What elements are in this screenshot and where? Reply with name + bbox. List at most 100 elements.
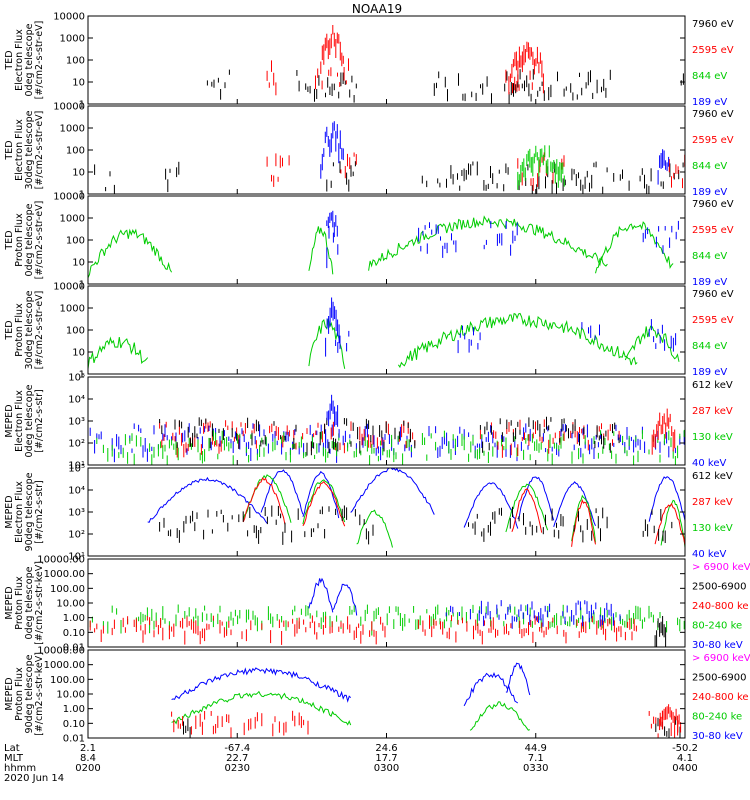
panel-plot-area <box>147 468 685 548</box>
data-trace <box>648 476 685 522</box>
legend-entry: 844 eV <box>692 341 727 352</box>
legend-entry: 612 keV <box>692 380 733 391</box>
legend-entry: 189 eV <box>692 277 727 288</box>
data-trace <box>302 480 346 527</box>
footer-value: 0200 <box>75 763 100 774</box>
y-axis-label: 0deg telescope <box>24 566 35 639</box>
y-axis-label: TED <box>4 320 15 340</box>
legend-entry: > 6900 keV <box>692 562 750 573</box>
y-tick-label: 10000 <box>53 282 85 293</box>
series-1 <box>88 215 674 279</box>
burst <box>654 616 667 647</box>
data-trace <box>505 662 531 696</box>
footer-value: 2.1 <box>80 743 96 754</box>
y-tick-label: 1000 <box>60 124 85 135</box>
legend-entry: 240-800 ke <box>692 692 749 703</box>
legend-entry: 287 keV <box>692 406 733 417</box>
y-tick-label: 1 <box>79 370 85 381</box>
y-tick-label: 10¹ <box>68 461 85 472</box>
y-tick-label: 10.00 <box>56 599 85 610</box>
burst <box>326 210 338 269</box>
y-tick-label: 0.10 <box>63 628 85 639</box>
data-trace <box>624 325 680 362</box>
data-trace <box>553 481 596 528</box>
y-axis-label: [#/cm2-s-str] <box>34 389 45 452</box>
data-trace <box>654 502 685 546</box>
legend-entry: 7960 eV <box>692 109 734 120</box>
y-tick-label: 100 <box>66 146 85 157</box>
data-trace <box>511 488 543 533</box>
y-tick-label: 10 <box>72 348 85 359</box>
footer-value: 17.7 <box>375 753 397 764</box>
legend-entry: 30-80 keV <box>692 731 743 742</box>
footer-value: -50.2 <box>672 743 698 754</box>
y-axis-label: MEPED <box>4 677 15 710</box>
y-tick-label: 10³ <box>68 508 85 519</box>
series-2 <box>266 152 685 191</box>
legend-entry: 189 eV <box>692 367 727 378</box>
y-tick-label: 10.00 <box>56 690 85 701</box>
y-tick-label: 1.00 <box>63 613 85 624</box>
legend-entry: 287 keV <box>692 497 733 508</box>
legend-entry: 40 keV <box>692 549 726 560</box>
series-4 <box>159 505 673 545</box>
footer-value: 44.9 <box>525 743 547 754</box>
y-axis-label: 0deg telescope <box>24 384 35 457</box>
y-axis-label: MEPED <box>4 586 15 619</box>
series-2 <box>89 604 685 636</box>
data-trace <box>350 468 435 515</box>
panel-6: 10¹ 10² 10³ 10⁴ 10⁵ MEPED Electron Flux 90deg t… <box>4 464 733 563</box>
series-3 <box>88 615 637 645</box>
panel-4: 1 10 100 1000 10000 TED Proton Flux 30deg teles… <box>4 282 734 381</box>
series-1 <box>88 312 680 370</box>
data-trace <box>308 577 334 613</box>
data-trace <box>88 228 173 279</box>
y-axis-label: 90deg telescope <box>24 654 35 733</box>
legend-entry: 130 keV <box>692 432 733 443</box>
series-2 <box>96 429 685 465</box>
y-axis-label: Electron Flux <box>14 119 25 181</box>
y-tick-label: 1 <box>79 280 85 291</box>
y-axis-label: [#/cm2-s-str-eV] <box>34 21 45 100</box>
footer-value: 0300 <box>374 763 399 774</box>
legend-entry: 30-80 keV <box>692 640 743 651</box>
data-trace <box>368 215 608 271</box>
legend-entry: 80-240 ke <box>692 621 742 632</box>
series-2 <box>171 690 530 731</box>
y-axis-label: MEPED <box>4 495 15 528</box>
y-tick-label: 10000 <box>53 192 85 203</box>
legend-entry: 2595 eV <box>692 225 734 236</box>
series-2 <box>326 220 679 258</box>
series-2 <box>335 319 677 354</box>
y-tick-label: 10 <box>72 168 85 179</box>
footer-value: 8.4 <box>80 753 96 764</box>
burst <box>517 145 565 190</box>
y-axis-label: 0deg telescope <box>24 203 35 276</box>
y-axis-label: 30deg telescope <box>24 290 35 369</box>
y-axis-label: [#/cm2-s-str-eV] <box>34 201 45 280</box>
data-trace <box>260 469 304 515</box>
y-axis-label: [#/cm2-s-str] <box>34 480 45 543</box>
y-tick-label: 10000.00 <box>37 646 85 657</box>
y-axis-label: Electron Flux <box>14 481 25 543</box>
data-trace <box>302 479 346 525</box>
y-tick-label: 10⁵ <box>68 373 85 384</box>
panel-8: 0.01 0.10 1.00 10.00 100.00 1000.00 10000.00 ME… <box>4 646 750 745</box>
footer-value: 4.1 <box>677 753 693 764</box>
legend-entry: 80-240 ke <box>692 712 742 723</box>
data-trace <box>517 476 555 521</box>
burst <box>651 408 676 455</box>
burst <box>320 25 344 74</box>
footer-value: 24.6 <box>375 743 397 754</box>
burst <box>508 41 544 95</box>
legend-entry: 40 keV <box>692 458 726 469</box>
y-axis-label: [#/cm2-s-str-eV] <box>34 111 45 190</box>
legend-entry: 844 eV <box>692 251 727 262</box>
data-trace <box>302 470 340 519</box>
panel-frame <box>87 105 686 195</box>
panel-3: 1 10 100 1000 10000 TED Proton Flux 0deg telesc… <box>4 192 734 291</box>
y-tick-label: 10⁴ <box>68 395 85 406</box>
legend-entry: 130 keV <box>692 523 733 534</box>
